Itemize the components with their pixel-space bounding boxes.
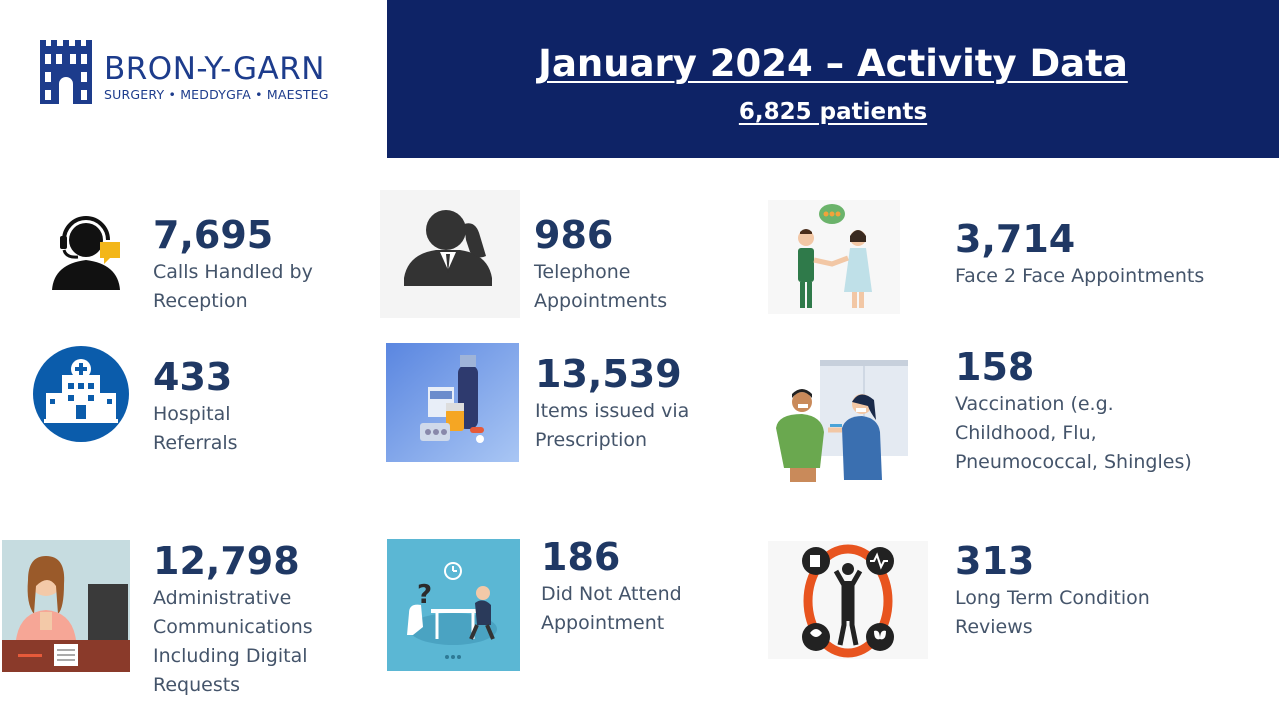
- calls-label: Calls Handled by Reception: [153, 261, 313, 312]
- page-title: January 2024 – Activity Data: [538, 42, 1128, 85]
- admin-label: Administrative Communications Including …: [153, 587, 313, 696]
- telephone-value: 986: [534, 213, 614, 257]
- dna-label: Did Not Attend Appointment: [541, 583, 682, 634]
- castle-logo-icon: [40, 40, 92, 104]
- header-banner: January 2024 – Activity Data 6,825 patie…: [387, 0, 1279, 158]
- stat-dna: 186 Did Not Attend Appointment: [541, 536, 682, 638]
- logo-subtitle: SURGERY • MEDDYGFA • MAESTEG: [104, 87, 329, 102]
- receptionist-headset-icon: [48, 210, 126, 294]
- logo-name: BRON-Y-GARN: [104, 51, 325, 87]
- vaccination-value: 158: [955, 345, 1035, 389]
- stat-calls: 7,695 Calls Handled by Reception: [153, 214, 313, 316]
- doctor-patient-handshake-icon: [768, 200, 900, 314]
- prescriptions-value: 13,539: [535, 352, 682, 396]
- phone-call-person-icon: [380, 190, 520, 318]
- stat-telephone: 986 Telephone Appointments: [534, 214, 667, 316]
- dna-value: 186: [541, 535, 621, 579]
- stat-prescriptions: 13,539 Items issued via Prescription: [535, 353, 689, 455]
- admin-value: 12,798: [153, 539, 300, 583]
- stat-face2face: 3,714 Face 2 Face Appointments: [955, 218, 1204, 291]
- stat-ltc: 313 Long Term Condition Reviews: [955, 540, 1150, 642]
- office-worker-icon: [2, 540, 130, 672]
- patient-count: 6,825 patients: [738, 99, 928, 125]
- missed-appointment-icon: ?: [387, 539, 520, 671]
- medicine-bottles-icon: [386, 343, 519, 462]
- referrals-value: 433: [153, 355, 233, 399]
- prescriptions-label: Items issued via Prescription: [535, 400, 690, 451]
- telephone-label: Telephone Appointments: [534, 261, 668, 312]
- svg-text:?: ?: [417, 580, 432, 610]
- hospital-icon: [32, 345, 130, 443]
- ltc-value: 313: [955, 539, 1035, 583]
- long-term-conditions-icon: [768, 541, 928, 659]
- stat-referrals: 433 Hospital Referrals: [153, 356, 238, 458]
- practice-logo: BRON-Y-GARN SURGERY • MEDDYGFA • MAESTEG: [40, 38, 350, 108]
- referrals-label: Hospital Referrals: [153, 403, 238, 454]
- calls-value: 7,695: [153, 213, 274, 257]
- vaccination-label: Vaccination (e.g. Childhood, Flu, Pneumo…: [955, 393, 1192, 473]
- face2face-value: 3,714: [955, 217, 1076, 261]
- stat-admin: 12,798 Administrative Communications Inc…: [153, 540, 313, 700]
- ltc-label: Long Term Condition Reviews: [955, 587, 1150, 638]
- stat-vaccination: 158 Vaccination (e.g. Childhood, Flu, Pn…: [955, 346, 1192, 477]
- vaccination-icon: [770, 358, 910, 486]
- face2face-label: Face 2 Face Appointments: [955, 265, 1205, 287]
